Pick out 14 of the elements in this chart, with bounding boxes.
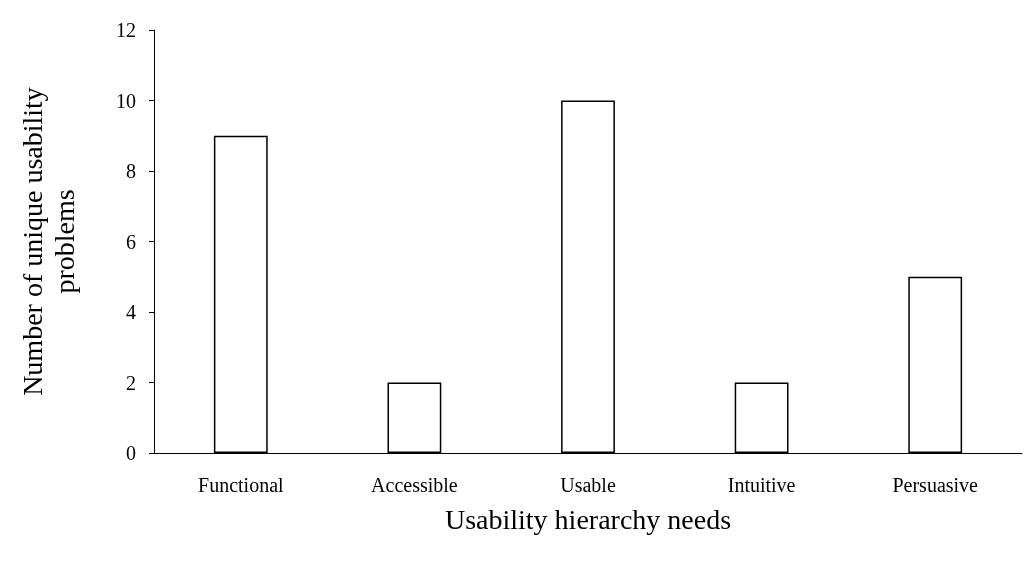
y-tick-label: 12: [116, 19, 136, 41]
y-tick-label: 2: [126, 371, 136, 394]
y-axis-title: Number of unique usability problems: [16, 87, 80, 396]
y-tick-label: 0: [126, 442, 136, 464]
x-axis-title: Usability hierarchy needs: [444, 503, 732, 535]
x-tick-label: Persuasive: [892, 474, 979, 496]
y-tick-label: 10: [116, 89, 136, 112]
y-tick-label: 6: [126, 230, 136, 253]
y-tick-label: 8: [126, 160, 136, 182]
x-tick-label: Intuitive: [727, 474, 796, 496]
x-tick-label: Usable: [560, 474, 616, 496]
y-tick-label: 4: [126, 301, 136, 323]
x-tick-label: Functional: [198, 474, 285, 496]
x-tick-label: Accessible: [371, 474, 458, 496]
